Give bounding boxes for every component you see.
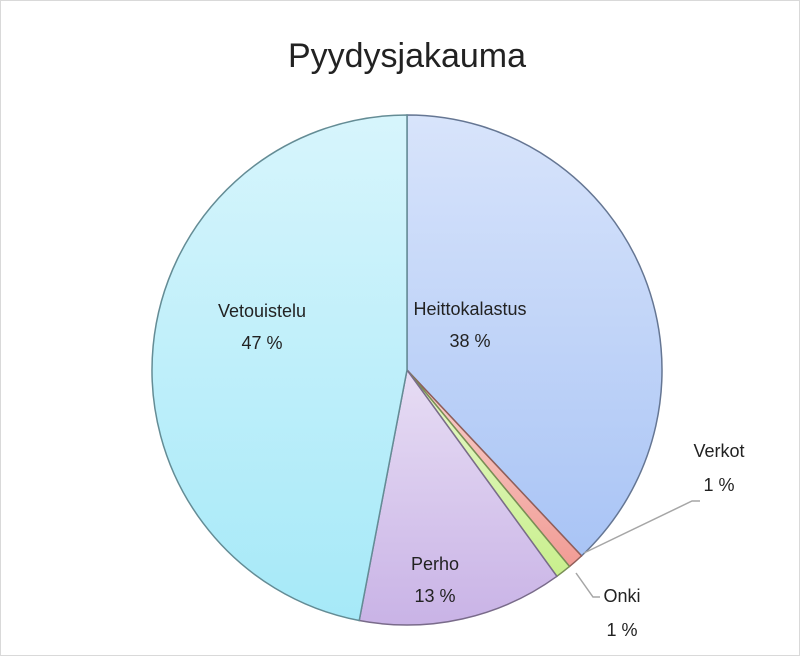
- slice-value: 1 %: [703, 475, 734, 495]
- slice-label: Verkot: [693, 441, 744, 461]
- leader-line: [575, 572, 600, 598]
- chart-title: Pyydysjakauma: [288, 37, 526, 75]
- slice-label: Onki: [603, 586, 640, 606]
- pie-slice: [151, 114, 408, 622]
- slice-value: 38 %: [449, 331, 490, 351]
- slice-value: 13 %: [414, 586, 455, 606]
- slice-label: Vetouistelu: [218, 301, 306, 321]
- pie-slice: [406, 114, 663, 557]
- slice-value: 1 %: [606, 620, 637, 640]
- slice-value: 47 %: [241, 333, 282, 353]
- pie-slice: [358, 368, 558, 626]
- leader-line: [583, 500, 700, 554]
- slice-label: Heittokalastus: [413, 299, 526, 319]
- slice-label: Perho: [411, 554, 459, 574]
